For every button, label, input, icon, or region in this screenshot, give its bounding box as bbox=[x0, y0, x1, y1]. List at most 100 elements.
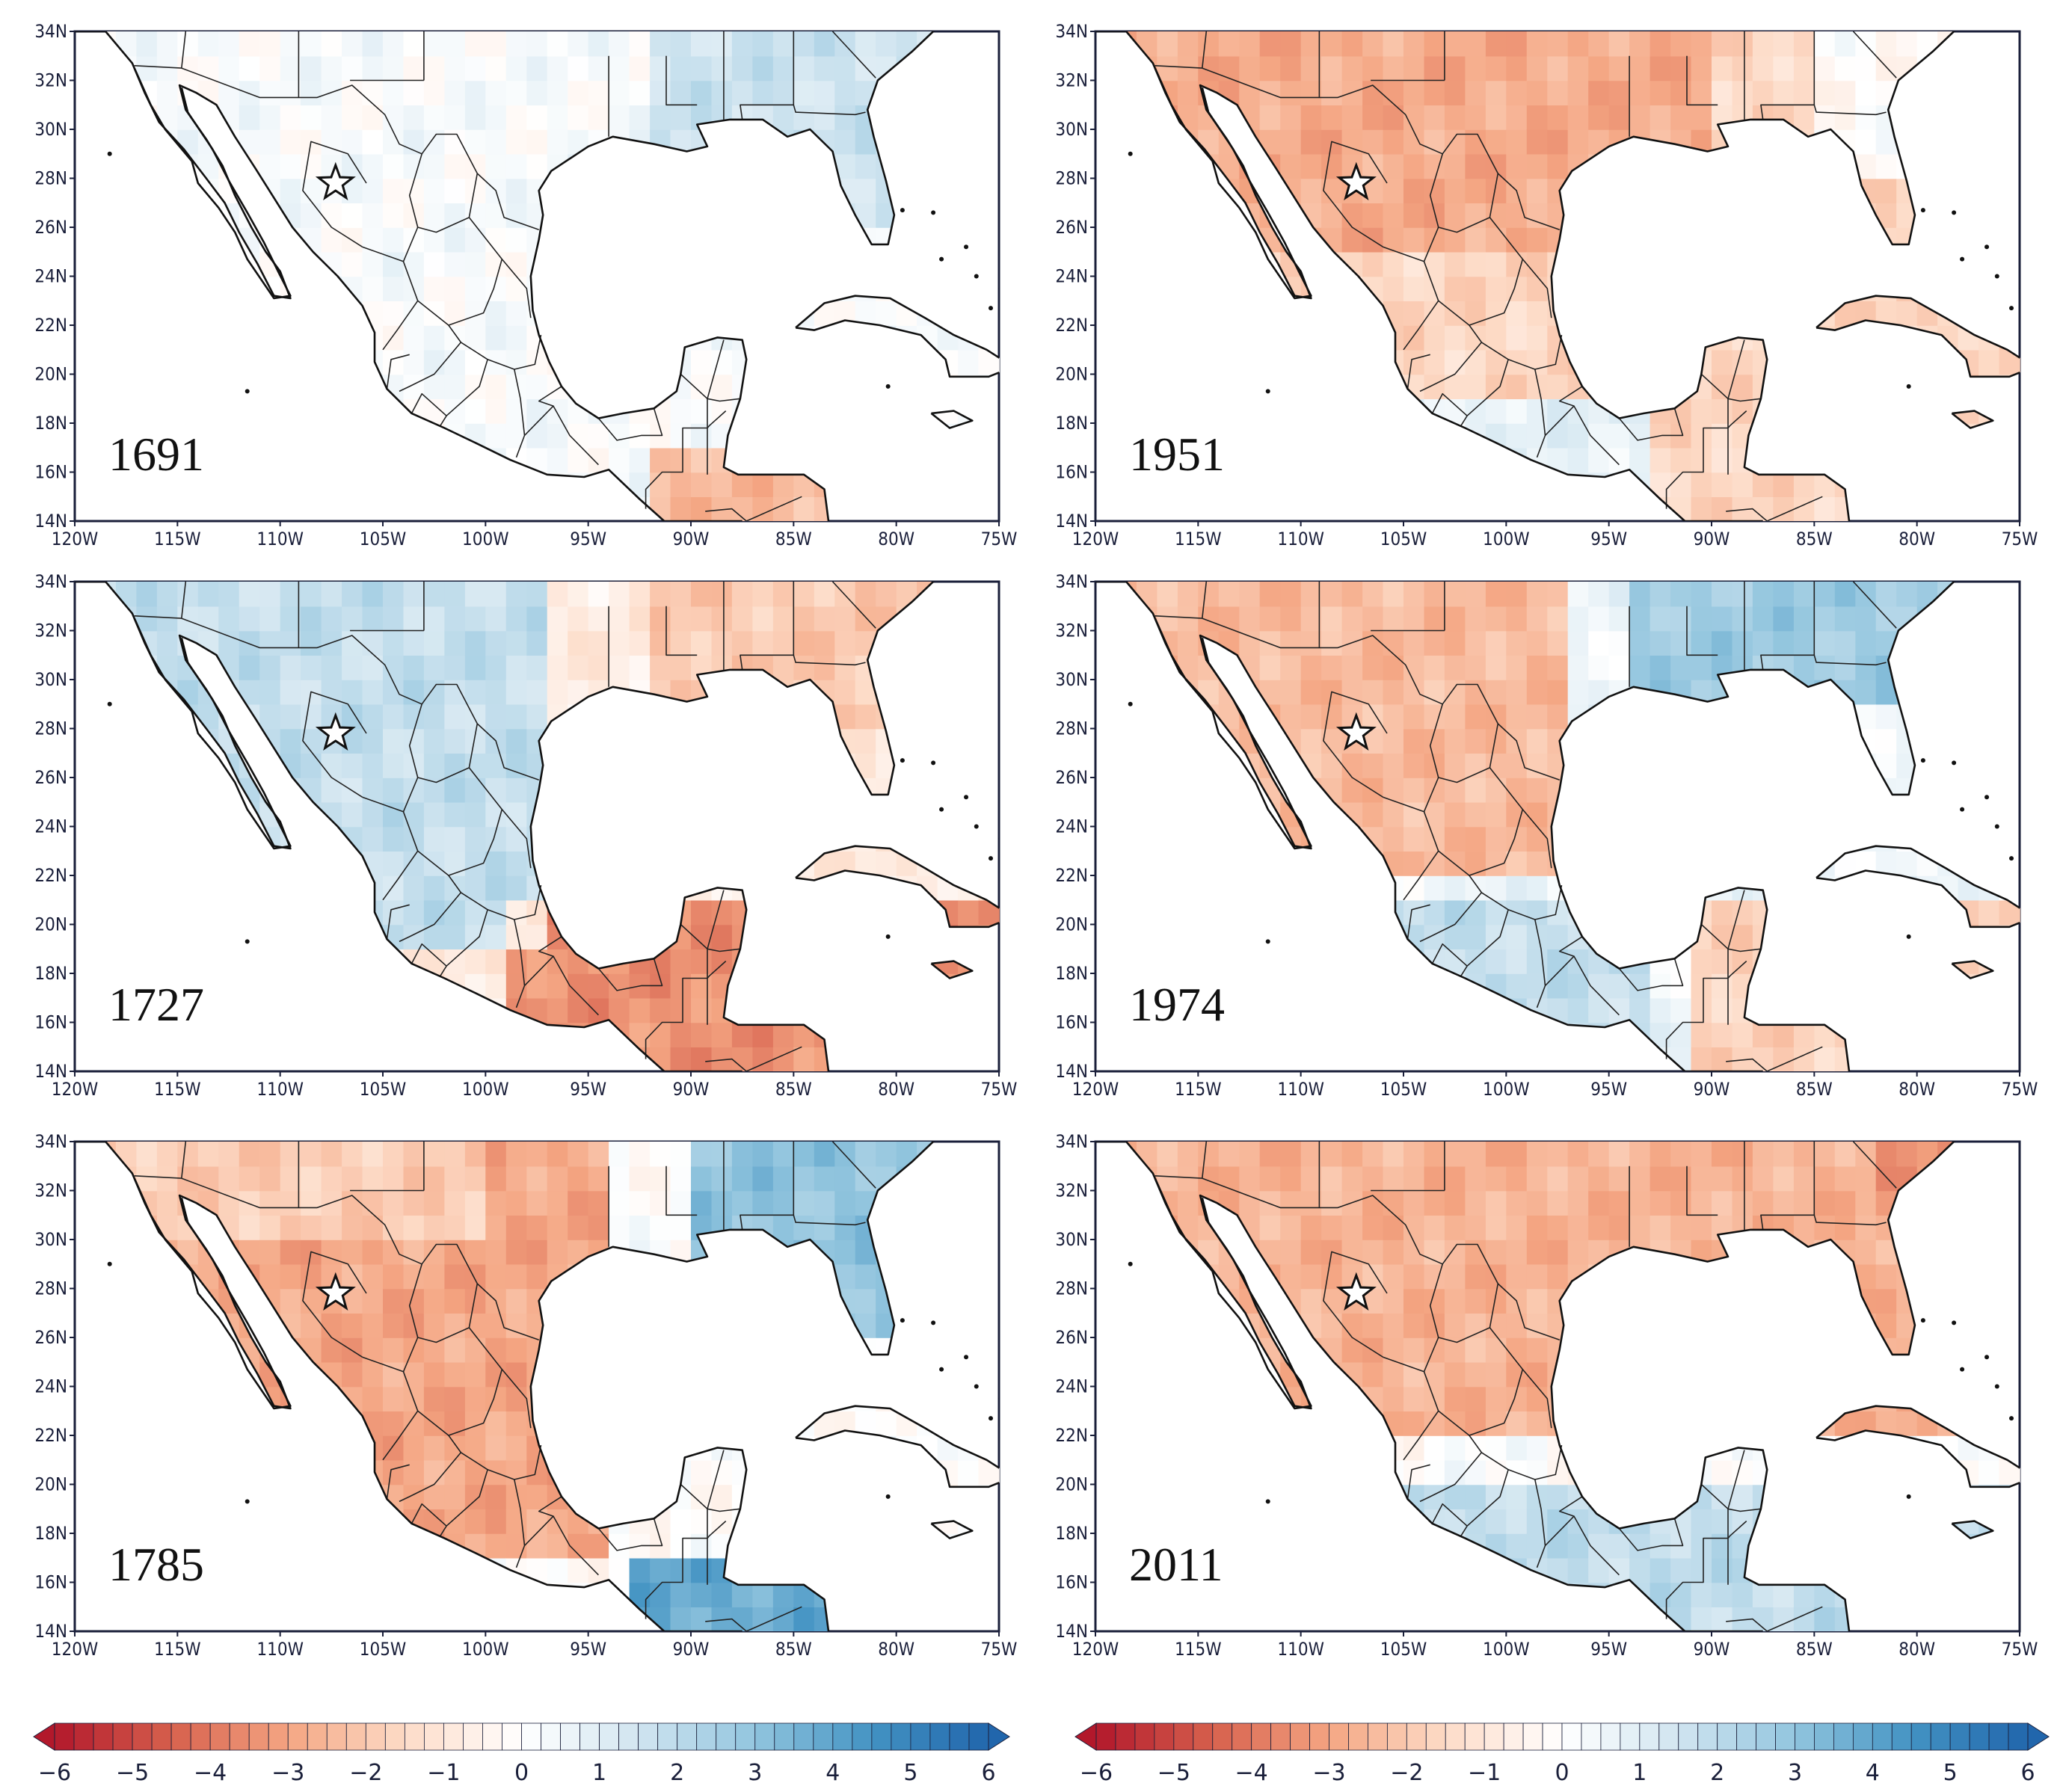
lat-tick-label: 26N bbox=[34, 217, 67, 238]
lat-tick-label: 28N bbox=[1055, 168, 1088, 189]
colorbar-min-arrow bbox=[1074, 1722, 1097, 1751]
lat-tick-label: 26N bbox=[34, 1327, 67, 1348]
lon-tick-label: 80W bbox=[1898, 529, 1935, 549]
colorbar-segment bbox=[482, 1722, 502, 1751]
lon-tick-label: 110W bbox=[256, 1079, 304, 1100]
admin-border bbox=[597, 958, 663, 991]
lat-tick-label: 18N bbox=[34, 1523, 67, 1544]
island-dot bbox=[107, 151, 112, 156]
admin-border bbox=[1813, 655, 1887, 666]
map-panel-1951: 1951 120W 115W 110W 105W 100W 95W 90W 85W 80W 75W 3… bbox=[1055, 21, 2038, 549]
lon-tick-label: 105W bbox=[360, 1639, 407, 1660]
lat-tick-label: 28N bbox=[34, 718, 67, 739]
admin-border bbox=[386, 354, 410, 390]
colorbar-segment bbox=[1620, 1722, 1641, 1751]
lat-tick-label: 22N bbox=[1055, 1425, 1088, 1446]
lon-tick-label: 90W bbox=[1694, 1079, 1730, 1100]
island-dot bbox=[939, 256, 944, 262]
admin-border bbox=[538, 1496, 562, 1517]
island-dot bbox=[1994, 1384, 1999, 1389]
cuba-outline bbox=[1815, 845, 2020, 929]
colorbar-segment bbox=[774, 1722, 795, 1751]
island-dot bbox=[1128, 151, 1133, 156]
site-star-icon bbox=[315, 161, 356, 201]
admin-border bbox=[1726, 1606, 1823, 1631]
island-dot bbox=[1128, 1261, 1133, 1266]
colorbar-segment bbox=[1386, 1722, 1407, 1751]
colorbar-segment bbox=[1232, 1722, 1252, 1751]
lon-tick-label: 105W bbox=[360, 1079, 407, 1100]
lat-tick-label: 14N bbox=[1055, 511, 1088, 532]
admin-border bbox=[523, 1515, 599, 1576]
lon-tick-label: 115W bbox=[1175, 1079, 1222, 1100]
lon-tick-label: 85W bbox=[775, 1079, 812, 1100]
admin-border bbox=[793, 655, 866, 666]
gulf-coastline bbox=[1550, 31, 1956, 521]
map-panel-1691: 1691 120W 115W 110W 105W 100W 95W 90W 85W 80W 75W 3… bbox=[34, 21, 1017, 549]
lon-tick-label: 100W bbox=[1483, 1079, 1530, 1100]
lat-tick-label: 34N bbox=[1055, 1131, 1088, 1152]
admin-border bbox=[1419, 892, 1483, 943]
admin-border bbox=[707, 1450, 725, 1539]
lon-tick-label: 95W bbox=[570, 529, 606, 549]
admin-border bbox=[1202, 1142, 1208, 1179]
lat-tick-label: 16N bbox=[1055, 1572, 1088, 1593]
admin-border bbox=[399, 892, 462, 943]
admin-border bbox=[1522, 1369, 1552, 1429]
admin-border bbox=[1700, 373, 1761, 402]
panel-year-label: 1785 bbox=[108, 1538, 204, 1591]
island-dot bbox=[1920, 758, 1925, 763]
colorbar-label: 5 bbox=[903, 1760, 917, 1786]
admin-border bbox=[1323, 1251, 1388, 1358]
map-panel-1974: 1974 120W 115W 110W 105W 100W 95W 90W 85W 80W 75W 3… bbox=[1055, 571, 2038, 1100]
island-dot bbox=[1960, 256, 1965, 262]
lat-tick-label: 16N bbox=[1055, 1012, 1088, 1033]
pacific-coastline bbox=[75, 1142, 743, 1631]
admin-border bbox=[1460, 909, 1509, 976]
island-dot bbox=[900, 208, 905, 213]
admin-border bbox=[1155, 1175, 1560, 1341]
lat-tick-label: 32N bbox=[1055, 621, 1088, 641]
colorbar-segment bbox=[1251, 1722, 1272, 1751]
admin-border bbox=[1813, 105, 1887, 116]
admin-border bbox=[1419, 342, 1483, 392]
colorbar-right: −6 −5 −4 −3 −2 −1 0 1 2 3 4 5 6 bbox=[1074, 1722, 2050, 1786]
admin-border bbox=[707, 339, 725, 428]
admin-border bbox=[440, 909, 488, 976]
lon-tick-label: 115W bbox=[154, 1639, 201, 1660]
colorbar-label: −2 bbox=[1390, 1760, 1423, 1786]
admin-border bbox=[705, 1046, 802, 1071]
admin-border bbox=[1323, 691, 1388, 798]
colorbar-segment bbox=[1348, 1722, 1368, 1751]
lon-tick-label: 80W bbox=[878, 1079, 914, 1100]
colorbar-segment bbox=[1872, 1722, 1893, 1751]
admin-border bbox=[1423, 811, 1483, 893]
admin-border bbox=[740, 582, 795, 671]
colorbar-segment bbox=[1717, 1722, 1738, 1751]
lat-tick-label: 24N bbox=[34, 266, 67, 287]
pacific-coastline bbox=[75, 31, 743, 521]
admin-border bbox=[1852, 31, 1897, 78]
admin-border bbox=[1460, 1469, 1509, 1536]
colorbar-segment bbox=[1425, 1722, 1446, 1751]
colorbar-left: −6 −5 −4 −3 −2 −1 0 1 2 3 4 5 6 bbox=[33, 1722, 1010, 1786]
admin-border bbox=[1558, 936, 1583, 957]
admin-border bbox=[1852, 1142, 1897, 1189]
colorbar-segment bbox=[209, 1722, 230, 1751]
lon-tick-label: 95W bbox=[570, 1639, 606, 1660]
colorbar-label: −5 bbox=[116, 1760, 149, 1786]
island-dot bbox=[939, 807, 944, 812]
colorbar-segment bbox=[1134, 1722, 1155, 1751]
colorbar-segment bbox=[73, 1722, 94, 1751]
island-dot bbox=[1952, 1320, 1957, 1325]
admin-border bbox=[740, 31, 795, 120]
admin-border bbox=[645, 1521, 727, 1619]
admin-border bbox=[1760, 1142, 1815, 1231]
colorbar-segment bbox=[1639, 1722, 1660, 1751]
colorbar-segment bbox=[1658, 1722, 1679, 1751]
colorbar-label: 2 bbox=[670, 1760, 684, 1786]
lat-tick-label: 34N bbox=[34, 571, 67, 592]
lat-tick-label: 28N bbox=[1055, 718, 1088, 739]
lat-tick-label: 24N bbox=[34, 816, 67, 837]
jamaica-outline bbox=[1951, 1520, 1994, 1539]
